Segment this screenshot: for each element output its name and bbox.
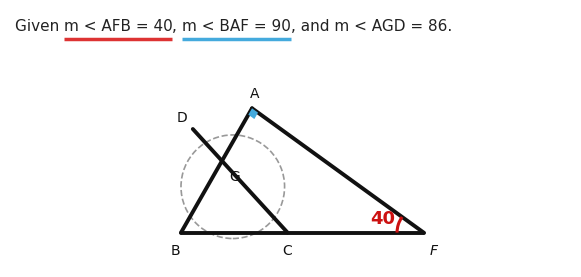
Text: D: D <box>176 111 187 125</box>
Text: m < BAF = 90: m < BAF = 90 <box>182 19 291 34</box>
Text: C: C <box>283 244 292 258</box>
Text: A: A <box>250 87 260 101</box>
Text: , and m < AGD = 86.: , and m < AGD = 86. <box>291 19 452 34</box>
Text: ,: , <box>173 19 182 34</box>
Text: B: B <box>170 244 180 258</box>
Text: F: F <box>429 244 437 258</box>
Text: G: G <box>229 170 240 184</box>
Polygon shape <box>248 108 258 119</box>
Text: Given: Given <box>15 19 64 34</box>
Text: 40: 40 <box>370 210 395 228</box>
Text: m < AFB = 40: m < AFB = 40 <box>64 19 173 34</box>
